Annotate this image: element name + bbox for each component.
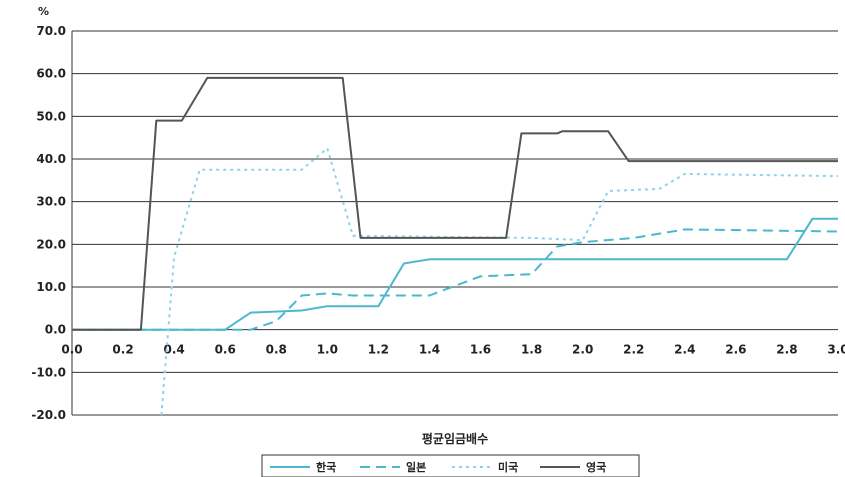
series-line (72, 76, 838, 331)
x-tick-label: 2.2 (623, 343, 644, 357)
x-tick-label: 1.8 (521, 343, 542, 357)
legend: 한국 일본 미국 영국 (261, 454, 640, 477)
series-line (72, 217, 838, 331)
series-line (160, 147, 839, 416)
y-tick-label: 40.0 (36, 152, 66, 166)
x-tick-label: 0.6 (215, 343, 236, 357)
x-tick-label: 2.0 (572, 343, 593, 357)
y-tick-label: -20.0 (31, 408, 66, 422)
legend-label: 한국 (316, 460, 336, 474)
x-tick-label: 1.0 (317, 343, 338, 357)
x-axis-label: 평균임금배수 (422, 431, 488, 446)
x-tick-label: 0.2 (112, 343, 133, 357)
y-tick-label: 70.0 (36, 24, 66, 38)
series-line (72, 228, 839, 331)
x-tick-label: 0.8 (266, 343, 287, 357)
x-tick-label: 1.4 (419, 343, 440, 357)
legend-label: 영국 (586, 461, 606, 474)
x-tick-label: 2.8 (776, 343, 797, 357)
x-axis-ticks: 0.0 0.2 0.4 0.6 0.8 1.0 1.2 1.4 1.6 1.8 2.0 2.2 2.4 2… (61, 343, 845, 357)
x-tick-label: 2.4 (674, 343, 695, 357)
y-unit-label: % (38, 5, 49, 18)
x-tick-label: 3.0 (827, 343, 845, 357)
legend-box (261, 454, 640, 477)
series-lines (72, 76, 839, 416)
y-axis-ticks: 70.0 60.0 50.0 40.0 30.0 20.0 10.0 0.0 -10.0 -20.… (31, 24, 66, 422)
y-tick-label: -10.0 (31, 365, 66, 379)
x-tick-label: 1.2 (368, 343, 389, 357)
x-tick-label: 2.6 (725, 343, 746, 357)
legend-label: 일본 (406, 460, 426, 474)
y-tick-label: 50.0 (36, 109, 66, 123)
gridlines (71, 30, 838, 416)
legend-label: 미국 (498, 460, 518, 474)
y-tick-label: 20.0 (36, 237, 66, 251)
y-tick-label: 10.0 (36, 280, 66, 294)
y-tick-label: 0.0 (45, 323, 66, 337)
x-tick-label: 1.6 (470, 343, 491, 357)
x-tick-label: 0.4 (164, 343, 185, 357)
x-tick-label: 0.0 (61, 343, 82, 357)
y-tick-label: 30.0 (36, 195, 66, 209)
y-tick-label: 60.0 (36, 67, 66, 81)
